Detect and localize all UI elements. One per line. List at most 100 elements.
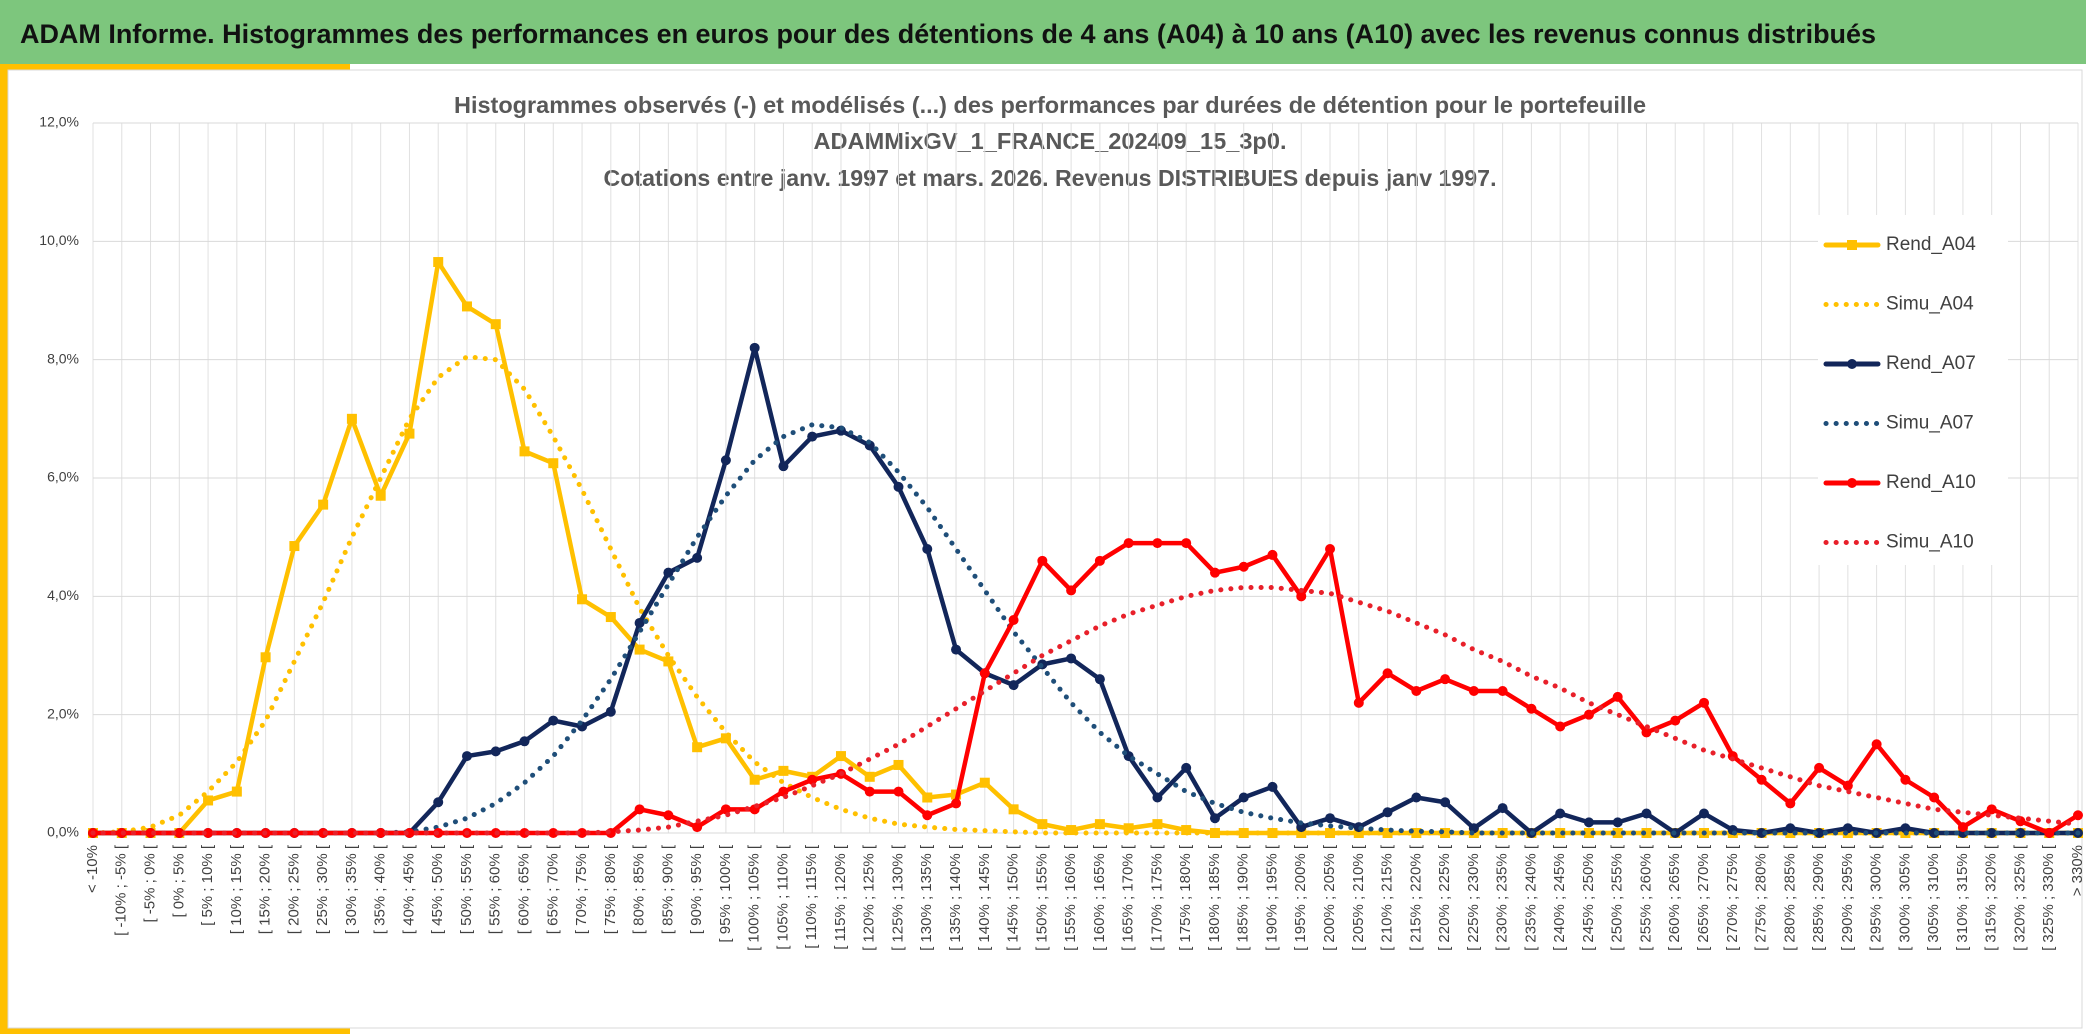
x-tick-label: [ 70% ; 75% [ bbox=[573, 844, 590, 934]
x-tick-label: [ 195% ; 200% [ bbox=[1292, 844, 1309, 951]
marker bbox=[548, 458, 559, 469]
marker bbox=[346, 828, 357, 838]
marker bbox=[1814, 762, 1825, 773]
marker bbox=[231, 786, 242, 797]
marker bbox=[720, 733, 731, 744]
x-tick-label: [ 95% ; 100% [ bbox=[717, 844, 734, 942]
legend-marker bbox=[1847, 478, 1857, 488]
y-tick-label: 12,0% bbox=[39, 114, 79, 130]
x-tick-label: [ 145% ; 150% [ bbox=[1005, 844, 1022, 951]
x-tick-label: [ 210% ; 215% [ bbox=[1379, 844, 1396, 951]
marker bbox=[577, 594, 588, 605]
series-line bbox=[90, 584, 2081, 836]
x-tick-label: [ 310% ; 315% [ bbox=[1954, 844, 1971, 951]
marker bbox=[577, 828, 588, 838]
marker bbox=[979, 777, 990, 788]
x-tick-label: [ -10% ; -5% [ bbox=[113, 844, 130, 936]
marker bbox=[548, 715, 559, 726]
marker bbox=[2073, 810, 2083, 821]
marker bbox=[1785, 823, 1796, 834]
series-line bbox=[90, 422, 2081, 836]
marker bbox=[951, 798, 962, 809]
marker bbox=[835, 751, 846, 762]
x-tick-label: [ 255% ; 260% [ bbox=[1637, 844, 1654, 951]
marker bbox=[1986, 804, 1997, 815]
marker bbox=[893, 759, 904, 770]
y-tick-label: 6,0% bbox=[47, 469, 79, 485]
x-tick-label: [ 50% ; 55% [ bbox=[458, 844, 475, 934]
y-tick-label: 4,0% bbox=[47, 587, 79, 603]
marker bbox=[174, 828, 185, 838]
marker bbox=[1238, 561, 1249, 572]
x-tick-label: [ 225% ; 230% [ bbox=[1465, 844, 1482, 951]
chart-title: Cotations entre janv. 1997 et mars. 2026… bbox=[604, 165, 1497, 191]
x-tick-label: [ 185% ; 190% [ bbox=[1235, 844, 1252, 951]
marker bbox=[1209, 813, 1220, 824]
x-tick-label: [ 115% ; 120% [ bbox=[832, 844, 849, 950]
x-tick-label: [ 180% ; 185% [ bbox=[1206, 844, 1223, 951]
marker bbox=[461, 301, 472, 312]
x-tick-label: [ 295% ; 300% [ bbox=[1868, 844, 1885, 951]
legend-label: Rend_A04 bbox=[1886, 234, 1976, 255]
marker bbox=[1842, 780, 1853, 791]
x-tick-label: [ 130% ; 135% [ bbox=[918, 844, 935, 951]
marker bbox=[2044, 828, 2055, 838]
marker bbox=[692, 552, 703, 563]
marker bbox=[1382, 668, 1393, 679]
marker bbox=[979, 668, 990, 679]
x-tick-label: [ 10% ; 15% [ bbox=[228, 844, 245, 934]
series bbox=[90, 584, 2081, 836]
marker bbox=[260, 652, 271, 663]
marker bbox=[1037, 555, 1048, 566]
marker bbox=[1296, 591, 1307, 602]
marker bbox=[1267, 549, 1278, 560]
x-tick-label: > 330% bbox=[2069, 845, 2086, 896]
x-tick-label: [ 135% ; 140% [ bbox=[947, 844, 964, 951]
x-tick-label: [ 150% ; 155% [ bbox=[1033, 844, 1050, 951]
y-tick-label: 8,0% bbox=[47, 350, 79, 366]
marker bbox=[922, 544, 933, 554]
chart-title: ADAMMixGV_1_FRANCE_202409_15_3p0. bbox=[814, 128, 1287, 154]
marker bbox=[1583, 817, 1594, 828]
marker bbox=[519, 828, 530, 838]
x-tick-label: [ -5% ; 0% [ bbox=[142, 844, 159, 922]
marker bbox=[289, 541, 300, 552]
x-tick-label: [ 155% ; 160% [ bbox=[1062, 844, 1079, 951]
legend-marker bbox=[1847, 359, 1857, 369]
marker bbox=[1382, 807, 1393, 818]
marker bbox=[1267, 828, 1278, 838]
marker bbox=[1497, 686, 1508, 696]
x-tick-label: [ 40% ; 45% [ bbox=[400, 844, 417, 934]
x-tick-label: [ 200% ; 205% [ bbox=[1321, 844, 1338, 951]
legend-label: Rend_A10 bbox=[1886, 472, 1976, 493]
marker bbox=[1440, 797, 1451, 808]
x-tick-label: [ 20% ; 25% [ bbox=[285, 844, 302, 934]
marker bbox=[346, 413, 357, 424]
marker bbox=[1440, 674, 1451, 685]
marker bbox=[778, 461, 789, 472]
marker bbox=[1756, 774, 1767, 785]
marker bbox=[1008, 680, 1019, 691]
marker bbox=[720, 804, 731, 815]
marker bbox=[1008, 804, 1019, 815]
top-accent bbox=[0, 64, 350, 70]
marker bbox=[1756, 828, 1767, 838]
x-tick-label: [ 280% ; 285% [ bbox=[1781, 844, 1798, 951]
x-tick-label: [ 315% ; 320% [ bbox=[1983, 844, 2000, 951]
left-border bbox=[0, 64, 8, 1034]
legend-marker bbox=[1847, 240, 1857, 250]
marker bbox=[1238, 828, 1249, 838]
marker bbox=[1152, 792, 1163, 803]
marker bbox=[749, 774, 760, 785]
marker bbox=[1066, 585, 1077, 596]
bottom-accent bbox=[0, 1028, 350, 1034]
x-tick-label: [ 230% ; 235% [ bbox=[1494, 844, 1511, 951]
marker bbox=[1583, 709, 1594, 720]
x-tick-label: [ 110% ; 115% [ bbox=[803, 844, 820, 949]
x-tick-label: [ 175% ; 180% [ bbox=[1177, 844, 1194, 951]
x-tick-label: [ 270% ; 275% [ bbox=[1724, 844, 1741, 951]
x-tick-label: [ 80% ; 85% [ bbox=[631, 844, 648, 934]
page-title: ADAM Informe. Histogrammes des performan… bbox=[20, 19, 1876, 49]
marker bbox=[1440, 828, 1451, 838]
marker bbox=[1094, 555, 1105, 566]
